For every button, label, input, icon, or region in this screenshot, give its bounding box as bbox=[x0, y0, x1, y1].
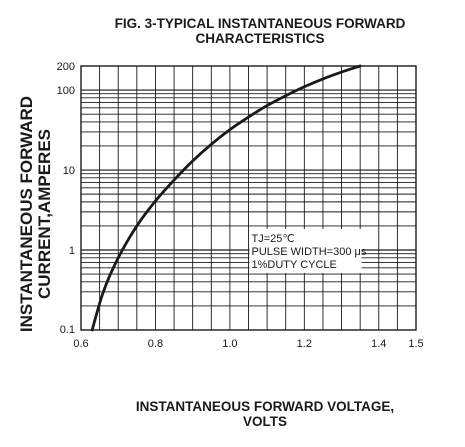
y-tick-label: 10 bbox=[63, 165, 75, 177]
y-tick-label: 200 bbox=[57, 61, 75, 73]
x-tick-label: 0.6 bbox=[73, 338, 88, 350]
y-tick-label: 1 bbox=[69, 245, 75, 257]
x-tick-label: 1.4 bbox=[371, 338, 386, 350]
annotation-line-1: TJ=25℃ bbox=[252, 233, 295, 245]
x-axis-label: INSTANTANEOUS FORWARD VOLTAGE, VOLTS bbox=[60, 399, 465, 429]
x-axis-label-line-1: INSTANTANEOUS FORWARD VOLTAGE, bbox=[135, 399, 395, 414]
x-tick-labels: 0.6 0.8 1.0 1.2 1.4 1.5 bbox=[73, 338, 423, 350]
forward-current-curve bbox=[90, 64, 362, 332]
chart-title-line-1: FIG. 3-TYPICAL INSTANTANEOUS FORWARD bbox=[114, 16, 406, 31]
grid bbox=[81, 66, 416, 330]
annotation-line-3: 1%DUTY CYCLE bbox=[252, 259, 337, 271]
y-tick-label: 0.1 bbox=[60, 324, 75, 336]
x-tick-label: 1.0 bbox=[222, 338, 237, 350]
chart-title: FIG. 3-TYPICAL INSTANTANEOUS FORWARD CHA… bbox=[60, 16, 460, 46]
x-axis-label-line-2: VOLTS bbox=[242, 414, 287, 429]
annotation-background bbox=[249, 229, 362, 273]
x-tick-label: 0.8 bbox=[148, 338, 163, 350]
y-tick-labels: 0.1 1 10 100 200 bbox=[57, 61, 75, 336]
annotation-box: TJ=25℃ PULSE WIDTH=300 μs 1%DUTY CYCLE bbox=[249, 229, 367, 273]
chart-title-line-2: CHARACTERISTICS bbox=[195, 31, 325, 46]
annotation-line-2: PULSE WIDTH=300 μs bbox=[252, 246, 367, 258]
plot-frame bbox=[80, 65, 417, 331]
y-tick-label: 100 bbox=[57, 85, 75, 97]
x-tick-label: 1.2 bbox=[297, 338, 312, 350]
x-tick-label: 1.5 bbox=[408, 338, 423, 350]
